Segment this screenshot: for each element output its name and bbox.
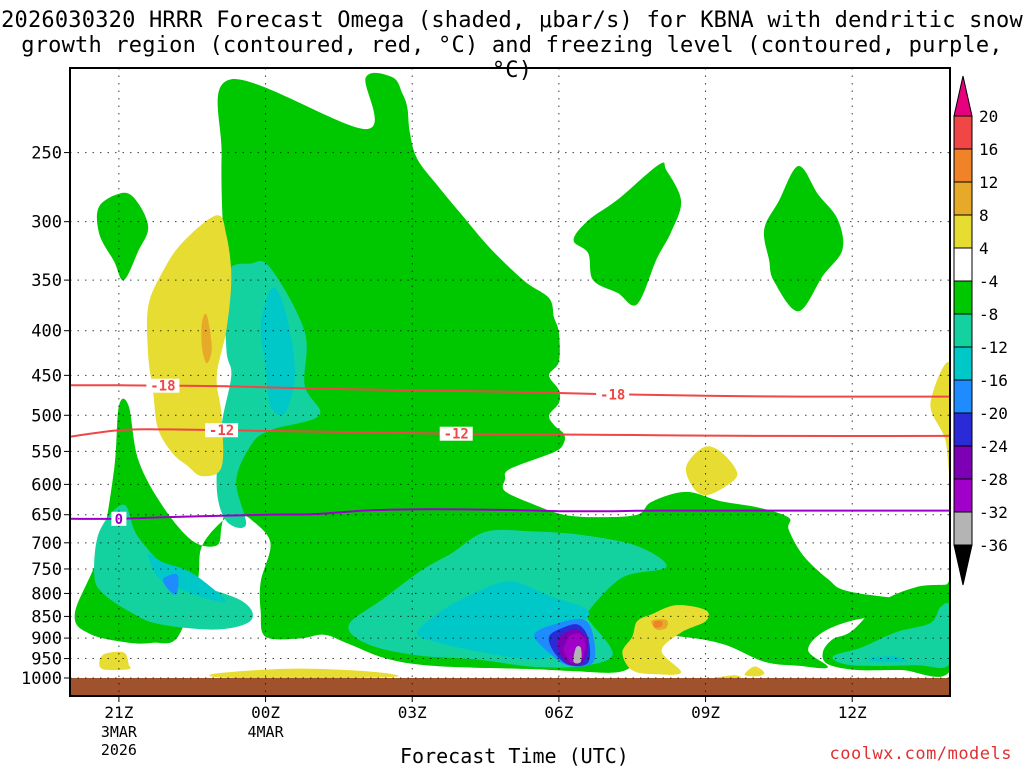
colorbar-bin-1 bbox=[953, 115, 973, 150]
colorbar: 20 16 12 8 4 -4 -8 -12 -16 -20 -24 -28 -32 -36 bbox=[953, 75, 1008, 586]
omega-region-18 bbox=[573, 646, 582, 664]
colorbar-label-3: 8 bbox=[979, 206, 989, 225]
colorbar-arrow-bottom bbox=[953, 544, 973, 586]
y-tick-label-1000: 1000 bbox=[21, 669, 62, 689]
omega-region-20 bbox=[685, 446, 738, 496]
y-tick-label-450: 450 bbox=[31, 366, 62, 386]
y-tick-label-400: 400 bbox=[31, 322, 62, 342]
contour-label-bg-0-0 bbox=[111, 511, 127, 526]
contour-line-dendritic--18 bbox=[70, 384, 950, 398]
omega-region-21 bbox=[930, 362, 950, 478]
colorbar-bin-12 bbox=[953, 478, 973, 513]
y-tick-label-850: 850 bbox=[31, 607, 62, 627]
y-tick-label-250: 250 bbox=[31, 144, 62, 164]
x-tick-sublabel-1-0: 4MAR bbox=[247, 723, 284, 741]
colorbar-label-12: -32 bbox=[979, 503, 1008, 522]
contour-label-bg--18-0 bbox=[146, 378, 180, 393]
colorbar-bin-10 bbox=[953, 412, 973, 447]
colorbar-bin-5 bbox=[953, 247, 973, 282]
colorbar-label-11: -28 bbox=[979, 470, 1008, 489]
x-tick-label-1: 00Z bbox=[251, 703, 280, 722]
x-tick-label-5: 12Z bbox=[838, 703, 867, 722]
colorbar-arrow-top bbox=[953, 75, 973, 117]
y-axis: 2503003504004505005506006507007508008509… bbox=[21, 144, 70, 689]
y-tick-label-750: 750 bbox=[31, 560, 62, 580]
omega-region-10 bbox=[148, 553, 227, 603]
omega-region-27 bbox=[201, 313, 212, 364]
colorbar-bin-4 bbox=[953, 214, 973, 249]
colorbar-bin-13 bbox=[953, 511, 973, 546]
chart-title-line1: 2026030320 HRRR Forecast Omega (shaded, … bbox=[1, 8, 1023, 33]
x-tick-sublabel-0-1: 2026 bbox=[101, 741, 137, 759]
contour-label--18-0: -18 bbox=[150, 379, 175, 395]
contour-label--18-1: -18 bbox=[600, 387, 625, 403]
colorbar-label-10: -24 bbox=[979, 437, 1008, 456]
omega-region-24 bbox=[209, 668, 399, 679]
contour-label-0-0: 0 bbox=[115, 512, 123, 528]
x-tick-label-4: 09Z bbox=[691, 703, 720, 722]
contour-label-bg--12-0 bbox=[205, 423, 239, 438]
colorbar-bin-11 bbox=[953, 445, 973, 480]
plot-frame bbox=[69, 67, 951, 697]
y-tick-label-950: 950 bbox=[31, 650, 62, 670]
omega-region-2 bbox=[763, 165, 844, 312]
omega-region-8 bbox=[832, 602, 950, 669]
colorbar-label-6: -8 bbox=[979, 305, 998, 324]
omega-region-13 bbox=[162, 573, 179, 595]
colorbar-bin-2 bbox=[953, 148, 973, 183]
y-tick-label-800: 800 bbox=[31, 584, 62, 604]
colorbar-label-2: 12 bbox=[979, 173, 998, 192]
omega-region-26 bbox=[715, 675, 741, 679]
omega-region-12 bbox=[868, 656, 908, 663]
omega-region-1 bbox=[573, 162, 682, 306]
colorbar-label-0: 20 bbox=[979, 107, 998, 126]
colorbar-label-1: 16 bbox=[979, 140, 998, 159]
omega-region-25 bbox=[744, 666, 765, 677]
omega-region-29 bbox=[653, 620, 663, 628]
colorbar-bin-6 bbox=[953, 280, 973, 315]
colorbar-bin-3 bbox=[953, 181, 973, 216]
contour-label--12-0: -12 bbox=[209, 423, 234, 439]
colorbar-bin-7 bbox=[953, 313, 973, 348]
contour-label--12-1: -12 bbox=[444, 427, 469, 443]
y-tick-label-900: 900 bbox=[31, 629, 62, 649]
omega-region-0 bbox=[74, 72, 950, 673]
omega-region-22 bbox=[622, 604, 709, 675]
y-tick-label-300: 300 bbox=[31, 213, 62, 233]
colorbar-label-13: -36 bbox=[979, 536, 1008, 555]
y-tick-label-500: 500 bbox=[31, 406, 62, 426]
contour-label-bg--18-1 bbox=[596, 387, 630, 402]
y-tick-label-550: 550 bbox=[31, 442, 62, 462]
contour-line-freezing-0 bbox=[70, 508, 950, 520]
contour-layer: -18 -18 -12 -12 0 bbox=[70, 378, 950, 528]
colorbar-label-5: -4 bbox=[979, 272, 998, 291]
x-tick-label-2: 03Z bbox=[398, 703, 427, 722]
y-tick-label-700: 700 bbox=[31, 534, 62, 554]
chart-title-line2: growth region (contoured, red, °C) and f… bbox=[21, 33, 1003, 83]
x-tick-sublabel-0-0: 3MAR bbox=[101, 723, 138, 741]
colorbar-label-8: -16 bbox=[979, 371, 1008, 390]
x-tick-label-0: 21Z bbox=[104, 703, 133, 722]
omega-fill-layer bbox=[74, 72, 950, 679]
contour-label-bg--12-1 bbox=[439, 426, 473, 441]
y-tick-label-350: 350 bbox=[31, 271, 62, 291]
colorbar-bin-9 bbox=[953, 379, 973, 414]
y-tick-label-650: 650 bbox=[31, 506, 62, 526]
colorbar-bin-8 bbox=[953, 346, 973, 381]
colorbar-label-7: -12 bbox=[979, 338, 1008, 357]
x-tick-label-3: 06Z bbox=[544, 703, 573, 722]
colorbar-label-4: 4 bbox=[979, 239, 989, 258]
colorbar-label-9: -20 bbox=[979, 404, 1008, 423]
omega-region-9 bbox=[260, 287, 296, 416]
ground-band bbox=[70, 678, 950, 696]
credit-link[interactable]: coolwx.com/models bbox=[829, 744, 1012, 764]
omega-region-23 bbox=[99, 651, 131, 671]
y-tick-label-600: 600 bbox=[31, 475, 62, 495]
omega-region-3 bbox=[96, 192, 149, 281]
x-axis-title: Forecast Time (UTC) bbox=[400, 744, 629, 768]
